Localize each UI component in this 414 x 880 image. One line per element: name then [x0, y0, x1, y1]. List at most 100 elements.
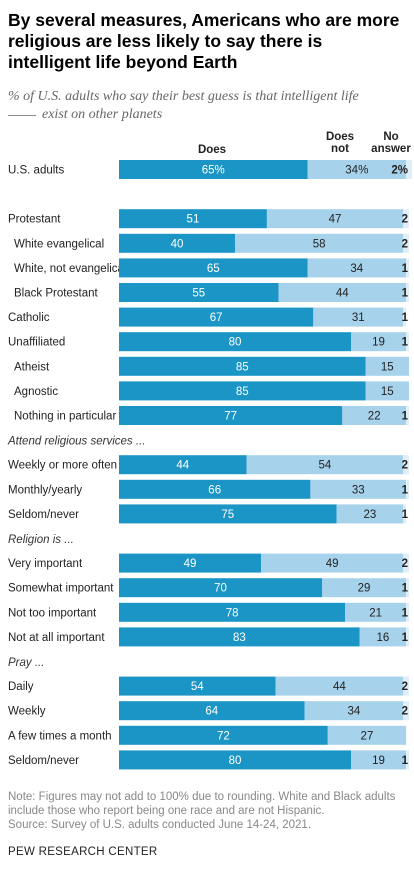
- data-label: 58: [313, 238, 326, 250]
- bar-segment-does-not: [307, 160, 407, 179]
- stacked-bar-chart: U.S. adults 65% 34% 2% Protestant 51 47 2 White …: [7, 160, 412, 770]
- bar-segment-does-not: [261, 553, 404, 573]
- data-label: 15: [381, 386, 394, 398]
- bar-segment-no-answer: [406, 479, 409, 499]
- bar-segment-does-not: [365, 381, 409, 401]
- row-label: Somewhat important: [8, 583, 114, 595]
- data-label: 21: [369, 607, 382, 619]
- header-does-not: Does not: [325, 131, 355, 155]
- section-heading: Attend religious services ...: [7, 436, 145, 448]
- bar-segment-does-not: [310, 479, 407, 499]
- bar-segment-does-not: [313, 307, 404, 327]
- row-label: Not at all important: [8, 632, 105, 644]
- data-label: 1: [402, 755, 409, 767]
- row-label: Very important: [8, 558, 83, 570]
- data-label: 23: [363, 509, 376, 521]
- data-label: 40: [171, 238, 184, 250]
- data-label: 47: [329, 214, 342, 226]
- bar-segment-does: [119, 553, 262, 573]
- row-label: Not too important: [8, 607, 97, 619]
- data-label: 72: [217, 730, 230, 742]
- data-label: 70: [214, 583, 227, 595]
- header-no-answer: No answer: [371, 131, 411, 155]
- row-label: Unaffiliated: [8, 337, 65, 349]
- data-label: 1: [402, 337, 409, 349]
- bar-segment-no-answer: [406, 283, 409, 302]
- section-heading: Pray ...: [8, 657, 44, 669]
- row-label: Seldom/never: [8, 509, 79, 521]
- chart-title: By several measures, Americans who are m…: [8, 10, 400, 72]
- data-label: 2: [402, 460, 408, 472]
- data-label: 31: [352, 312, 365, 324]
- data-label: 34%: [345, 165, 368, 177]
- row-label: Weekly or more often: [8, 460, 117, 472]
- data-label: 44: [336, 288, 349, 300]
- bar-segment-does-not: [322, 578, 407, 598]
- bar-segment-does-not: [351, 332, 407, 352]
- bar-segment-no-answer: [406, 406, 409, 425]
- chart-note: Note: Figures may not add to 100% due to…: [8, 790, 408, 832]
- bar-segment-no-answer: [403, 233, 409, 253]
- row-label: White evangelical: [14, 238, 104, 250]
- bar-segment-does: [119, 160, 308, 179]
- bar-segment-no-answer: [406, 258, 409, 278]
- row-label: Atheist: [14, 361, 50, 373]
- data-label: 2: [402, 214, 408, 226]
- data-label: 1: [402, 312, 409, 324]
- bar-segment-does: [119, 332, 351, 352]
- bar-segment-does-not: [327, 725, 407, 745]
- data-label: 65: [207, 263, 220, 275]
- data-label: 19: [372, 337, 385, 349]
- data-label: 55: [192, 288, 205, 300]
- data-label: 1: [402, 288, 409, 300]
- data-label: 22: [368, 411, 381, 423]
- data-label: 44: [333, 681, 346, 693]
- row-label: Agnostic: [14, 386, 58, 398]
- data-label: 54: [319, 460, 332, 472]
- bar-segment-no-answer: [403, 455, 409, 475]
- data-label: 29: [358, 583, 371, 595]
- bar-segment-does: [119, 381, 366, 401]
- bar-segment-does: [119, 258, 308, 278]
- row-label: White, not evangelical: [14, 263, 127, 275]
- data-label: 2%: [391, 165, 408, 177]
- bar-segment-does-not: [359, 627, 407, 647]
- bar-segment-does: [119, 406, 343, 425]
- data-label: 1: [402, 583, 409, 595]
- source-line: Source: Survey of U.S. adults conducted …: [8, 819, 312, 831]
- data-label: 19: [372, 755, 385, 767]
- bar-segment-no-answer: [403, 504, 407, 524]
- data-label: 78: [226, 607, 239, 619]
- source-org: PEW RESEARCH CENTER: [8, 846, 158, 858]
- bar-segment-does-not: [304, 701, 404, 721]
- bar-segment-does-not: [307, 258, 407, 278]
- data-label: 34: [348, 706, 361, 718]
- bar-segment-does: [119, 455, 247, 475]
- bar-segment-no-answer: [406, 627, 409, 647]
- data-label: 67: [210, 312, 223, 324]
- subtitle-line-2-text: exist on other planets: [42, 107, 163, 122]
- subtitle-line-2: exist on other planets: [8, 106, 408, 124]
- bar-segment-does: [119, 578, 322, 598]
- bar-segment-no-answer: [406, 578, 409, 598]
- bar-segment-does: [119, 504, 337, 524]
- bar-segment-does: [119, 750, 351, 770]
- data-label: 34: [350, 263, 363, 275]
- data-label: 1: [402, 632, 409, 644]
- data-label: 2: [402, 706, 408, 718]
- bar-segment-no-answer: [403, 307, 407, 327]
- bar-segment-no-answer: [406, 160, 412, 179]
- blank-line: [8, 115, 36, 116]
- subtitle-line-1: % of U.S. adults who say their best gues…: [8, 89, 359, 104]
- data-label: 65%: [202, 165, 225, 177]
- bar-segment-no-answer: [403, 676, 409, 696]
- row-label: Nothing in particular: [14, 411, 116, 423]
- row-label: Black Protestant: [14, 288, 99, 300]
- row-label: Seldom/never: [8, 755, 79, 767]
- bar-segment-does-not: [345, 602, 407, 622]
- data-label: 44: [176, 460, 189, 472]
- row-label: Catholic: [8, 312, 50, 324]
- bar-segment-does: [119, 701, 305, 721]
- data-label: 1: [402, 263, 409, 275]
- chart-subtitle: % of U.S. adults who say their best gues…: [8, 88, 408, 124]
